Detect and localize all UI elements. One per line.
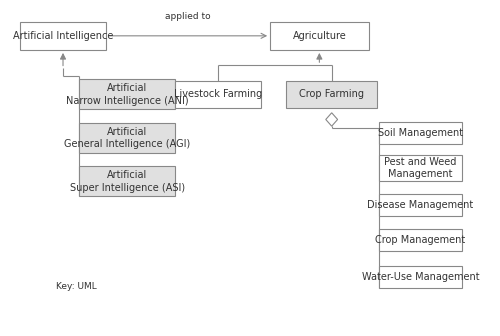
- FancyBboxPatch shape: [378, 266, 462, 288]
- Text: applied to: applied to: [166, 12, 211, 21]
- Text: Key: UML: Key: UML: [56, 282, 96, 291]
- Text: Livestock Farming: Livestock Farming: [174, 89, 262, 99]
- FancyBboxPatch shape: [378, 122, 462, 144]
- Text: Crop Farming: Crop Farming: [299, 89, 364, 99]
- Text: Disease Management: Disease Management: [368, 200, 474, 210]
- FancyBboxPatch shape: [175, 81, 262, 108]
- Text: Agriculture: Agriculture: [292, 31, 346, 41]
- Text: Water-Use Management: Water-Use Management: [362, 272, 479, 282]
- FancyBboxPatch shape: [378, 229, 462, 251]
- FancyBboxPatch shape: [79, 123, 175, 153]
- FancyBboxPatch shape: [79, 79, 175, 110]
- Text: Artificial
Narrow Intelligence (ANI): Artificial Narrow Intelligence (ANI): [66, 83, 188, 106]
- Text: Crop Management: Crop Management: [376, 235, 466, 245]
- Text: Soil Management: Soil Management: [378, 128, 463, 138]
- Text: Artificial Intelligence: Artificial Intelligence: [13, 31, 113, 41]
- Text: Artificial
General Intelligence (AGI): Artificial General Intelligence (AGI): [64, 127, 190, 149]
- Text: Pest and Weed
Management: Pest and Weed Management: [384, 157, 456, 179]
- FancyBboxPatch shape: [270, 22, 368, 50]
- Polygon shape: [326, 113, 338, 126]
- FancyBboxPatch shape: [378, 194, 462, 216]
- Text: Artificial
Super Intelligence (ASI): Artificial Super Intelligence (ASI): [70, 170, 184, 193]
- FancyBboxPatch shape: [286, 81, 378, 108]
- FancyBboxPatch shape: [378, 156, 462, 180]
- FancyBboxPatch shape: [79, 166, 175, 197]
- FancyBboxPatch shape: [20, 22, 106, 50]
